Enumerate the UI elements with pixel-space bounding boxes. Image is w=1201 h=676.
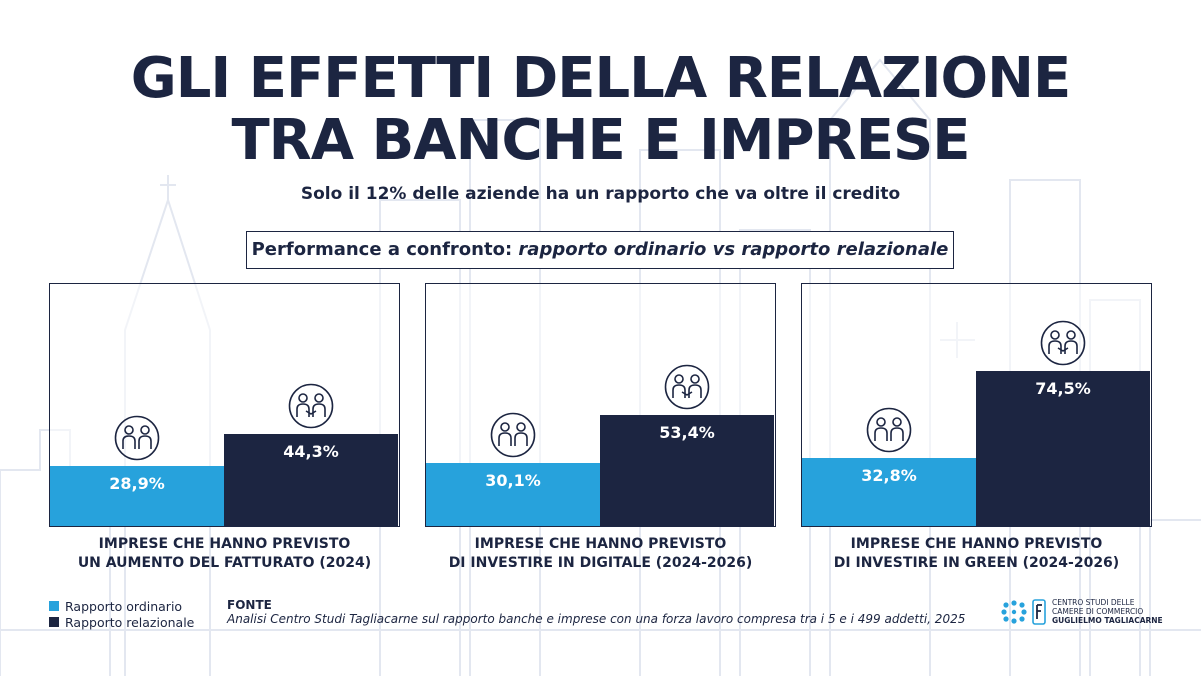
source-title: FONTE xyxy=(227,598,272,612)
logo-line-3: GUGLIELMO TAGLIACARNE xyxy=(1052,616,1163,625)
value-label-relazionale: 74,5% xyxy=(1035,379,1091,398)
chart-panel-fatturato: 28,9% 44,3% xyxy=(49,283,400,527)
category-line-2: UN AUMENTO DEL FATTURATO (2024) xyxy=(77,555,372,571)
value-label-ordinario: 28,9% xyxy=(109,474,165,493)
chart-panel-green: 32,8% 74,5% xyxy=(801,283,1152,527)
category-line-1: IMPRESE CHE HANNO PREVISTO xyxy=(98,536,351,552)
category-label-digitale: IMPRESE CHE HANNO PREVISTO DI INVESTIRE … xyxy=(425,535,776,573)
comparison-heading: Performance a confronto: rapporto ordina… xyxy=(246,231,954,269)
category-label-green: IMPRESE CHE HANNO PREVISTO DI INVESTIRE … xyxy=(801,535,1152,573)
category-label-fatturato: IMPRESE CHE HANNO PREVISTO UN AUMENTO DE… xyxy=(49,535,400,573)
logo-text: CENTRO STUDI DELLE CAMERE DI COMMERCIO G… xyxy=(1052,598,1163,625)
source-note: FONTE Analisi Centro Studi Tagliacarne s… xyxy=(227,598,965,626)
value-label-relazionale: 53,4% xyxy=(659,423,715,442)
title-line-1: GLI EFFETTI DELLA RELAZIONE xyxy=(130,46,1072,111)
bar-relazionale: 53,4% xyxy=(600,415,774,526)
logo-line-1: CENTRO STUDI DELLE xyxy=(1052,598,1135,607)
two-people-icon xyxy=(866,407,912,453)
bar-ordinario: 30,1% xyxy=(426,463,600,526)
legend-swatch-ordinario xyxy=(49,601,59,611)
handshake-icon xyxy=(664,364,710,410)
bar-relazionale: 74,5% xyxy=(976,371,1150,526)
page-title: GLI EFFETTI DELLA RELAZIONE TRA BANCHE E… xyxy=(0,48,1201,172)
value-label-ordinario: 30,1% xyxy=(485,471,541,490)
comparison-italic: rapporto ordinario vs rapporto relaziona… xyxy=(518,239,949,260)
subtitle: Solo il 12% delle aziende ha un rapporto… xyxy=(300,184,901,204)
two-people-icon xyxy=(490,412,536,458)
legend-swatch-relazionale xyxy=(49,617,59,627)
category-line-2: DI INVESTIRE IN DIGITALE (2024-2026) xyxy=(448,555,753,571)
handshake-icon xyxy=(1040,320,1086,366)
logo-emblem-icon xyxy=(1032,598,1046,625)
bar-ordinario: 28,9% xyxy=(50,466,224,526)
logo-mark-icon xyxy=(1001,599,1027,624)
title-line-2: TRA BANCHE E IMPRESE xyxy=(231,108,970,173)
value-label-relazionale: 44,3% xyxy=(283,442,339,461)
legend-label-relazionale: Rapporto relazionale xyxy=(65,614,195,630)
comparison-prefix: Performance a confronto: xyxy=(251,239,519,260)
two-people-icon xyxy=(114,415,160,461)
category-line-2: DI INVESTIRE IN GREEN (2024-2026) xyxy=(833,555,1120,571)
legend-label-ordinario: Rapporto ordinario xyxy=(65,598,183,614)
logo-line-2: CAMERE DI COMMERCIO xyxy=(1052,607,1144,616)
legend-item-relazionale: Rapporto relazionale xyxy=(49,614,194,630)
handshake-icon xyxy=(288,383,334,429)
bar-relazionale: 44,3% xyxy=(224,434,398,526)
logo-centro-studi: CENTRO STUDI DELLE CAMERE DI COMMERCIO G… xyxy=(1000,598,1163,625)
legend-item-ordinario: Rapporto ordinario xyxy=(49,598,194,614)
source-text: Analisi Centro Studi Tagliacarne sul rap… xyxy=(227,612,966,626)
category-line-1: IMPRESE CHE HANNO PREVISTO xyxy=(474,536,727,552)
category-line-1: IMPRESE CHE HANNO PREVISTO xyxy=(850,536,1103,552)
legend: Rapporto ordinario Rapporto relazionale xyxy=(49,598,194,630)
chart-panel-digitale: 30,1% 53,4% xyxy=(425,283,776,527)
bar-ordinario: 32,8% xyxy=(802,458,976,526)
value-label-ordinario: 32,8% xyxy=(861,466,917,485)
